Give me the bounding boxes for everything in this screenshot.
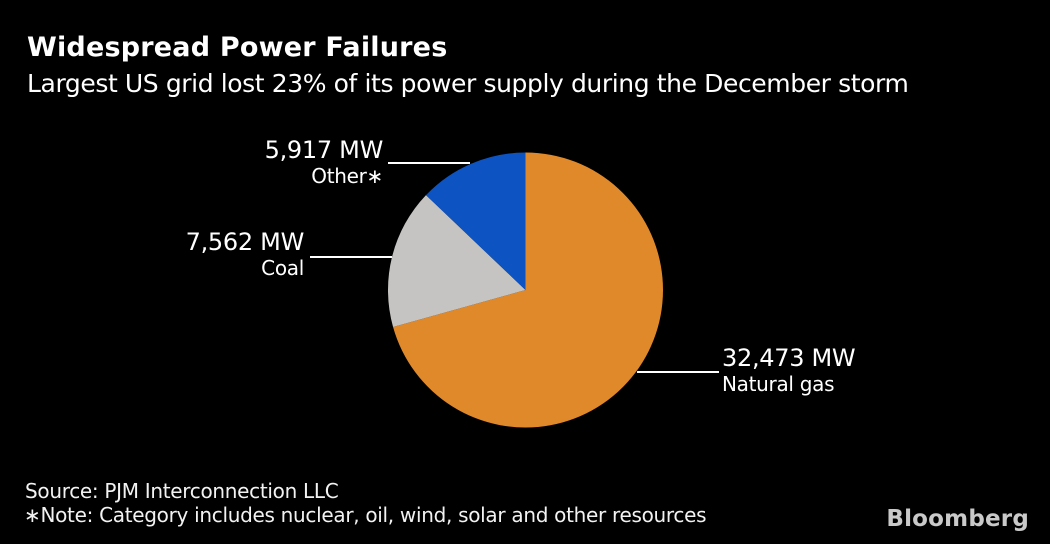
note-text: ∗Note: Category includes nuclear, oil, w… [24, 503, 707, 527]
bloomberg-logo: Bloomberg [886, 506, 1029, 532]
leader-line-natural-gas [637, 371, 719, 373]
leader-line-other [388, 162, 470, 164]
annotation-other: 5,917 MW Other∗ [264, 136, 384, 189]
pie-slice-other [426, 152, 526, 290]
chart-subtitle: Largest US grid lost 23% of its power su… [27, 69, 909, 98]
leader-line-coal [310, 256, 392, 258]
annotation-coal: 7,562 MW Coal [185, 228, 305, 281]
annotation-natural-gas-label: Natural gas [722, 372, 835, 396]
annotation-coal-value: 7,562 MW [185, 228, 305, 256]
pie-slice-natural-gas [393, 152, 663, 428]
annotation-natural-gas: 32,473 MW Natural gas [722, 344, 856, 397]
annotation-other-value: 5,917 MW [264, 136, 384, 164]
annotation-coal-label: Coal [261, 256, 304, 280]
annotation-other-label: Other∗ [311, 164, 383, 188]
chart-title: Widespread Power Failures [27, 32, 448, 63]
pie-slice-coal [387, 195, 526, 327]
source-text: Source: PJM Interconnection LLC [25, 479, 339, 503]
annotation-natural-gas-value: 32,473 MW [722, 344, 856, 372]
